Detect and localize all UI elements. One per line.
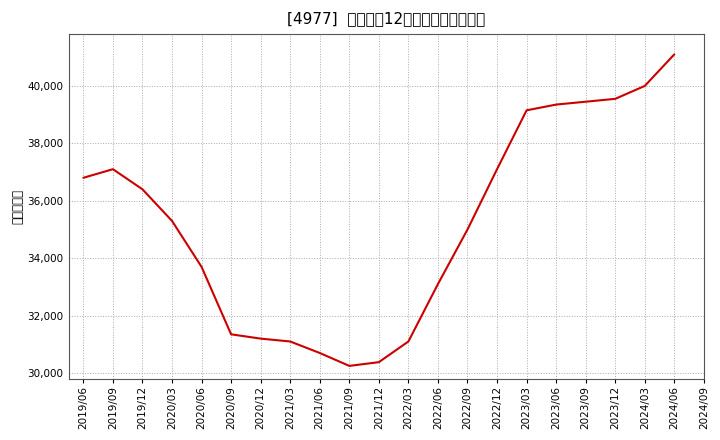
Title: [4977]  売上高の12か月移動合計の推移: [4977] 売上高の12か月移動合計の推移 [287, 11, 485, 26]
Y-axis label: （百万円）: （百万円） [11, 189, 24, 224]
